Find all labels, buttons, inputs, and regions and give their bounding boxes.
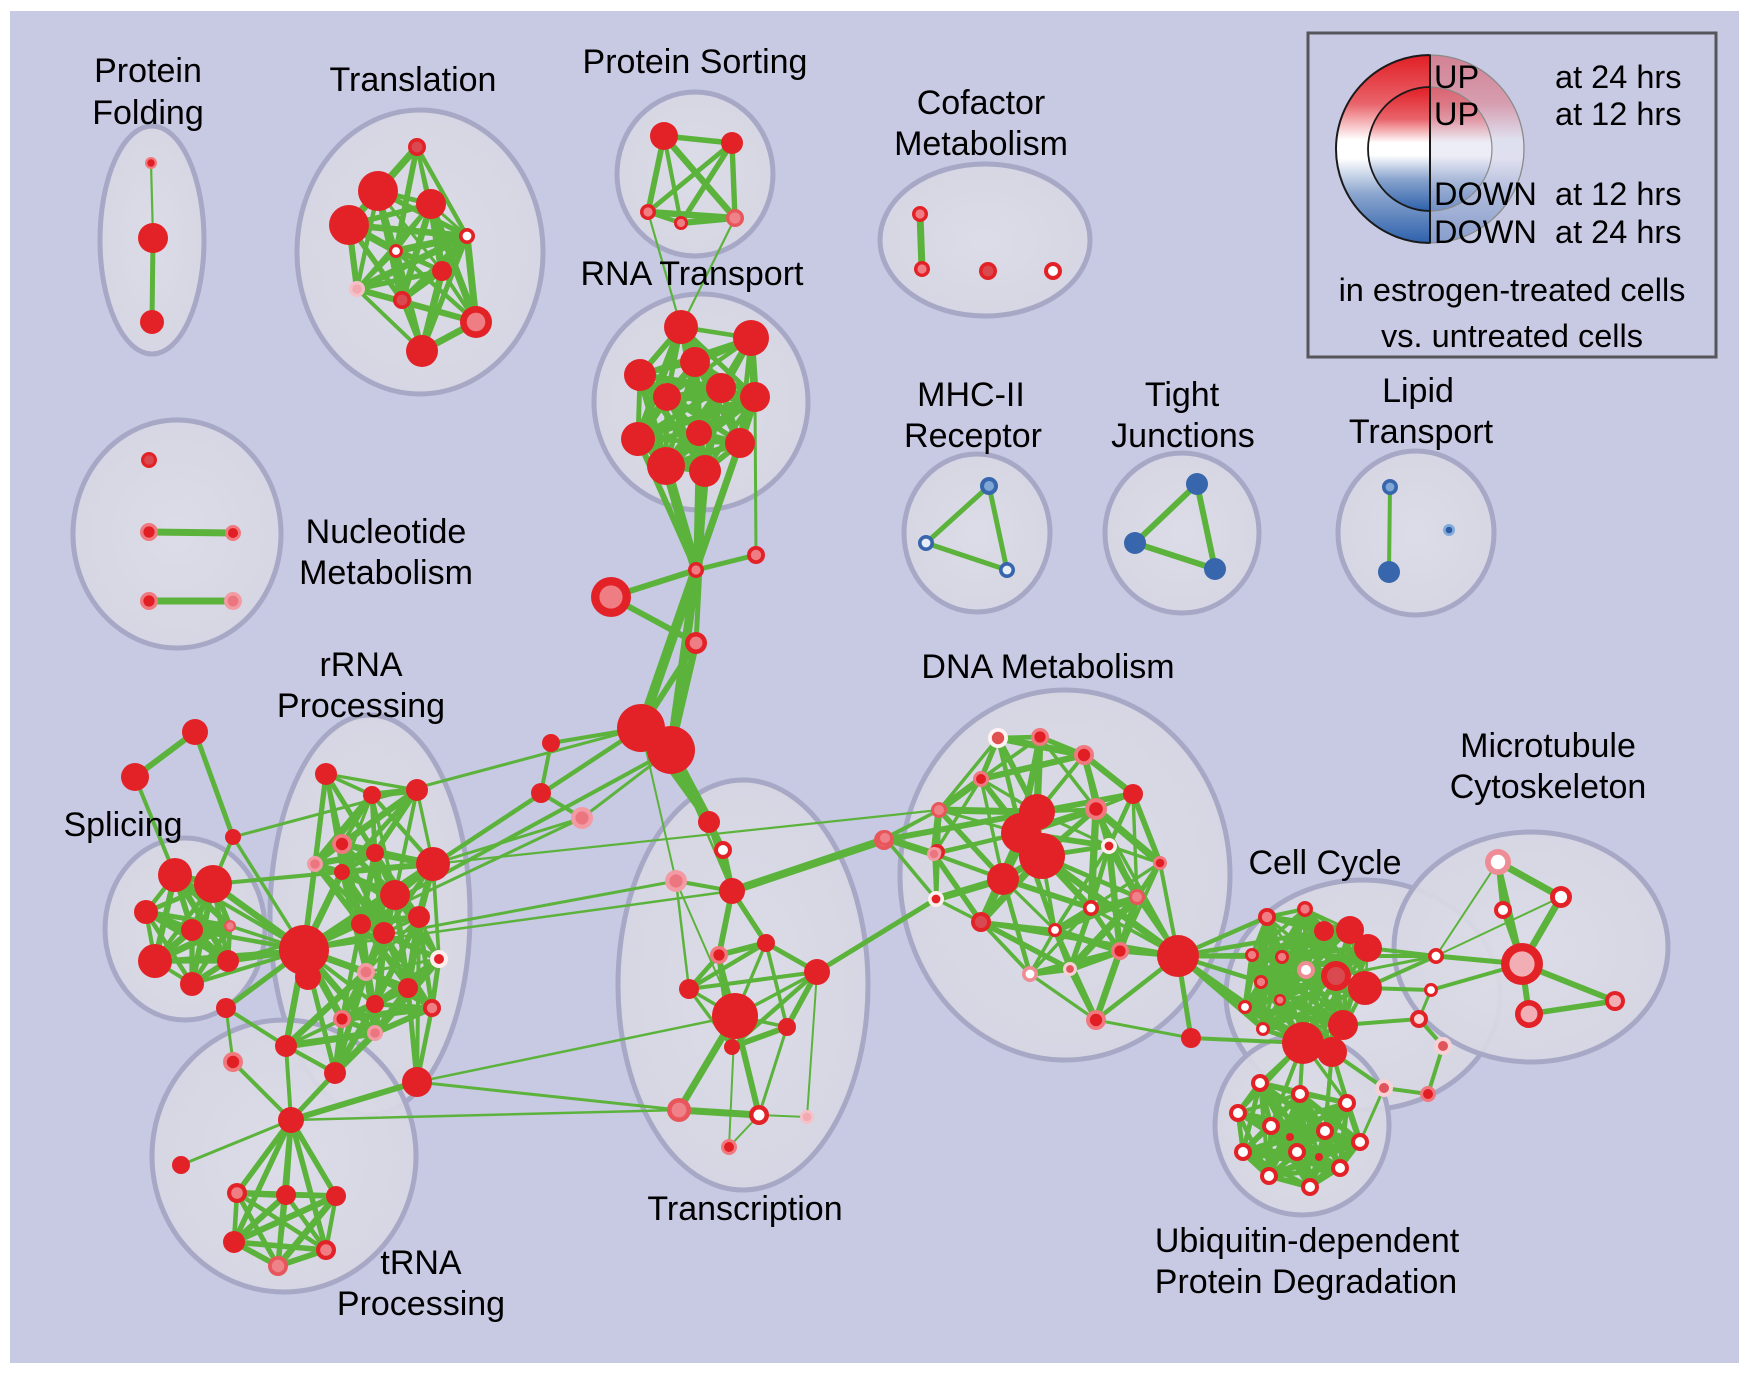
svg-text:Ubiquitin-dependent: Ubiquitin-dependent <box>1155 1222 1460 1260</box>
svg-text:UP: UP <box>1434 96 1479 132</box>
svg-text:at 12 hrs: at 12 hrs <box>1555 176 1681 212</box>
svg-text:Processing: Processing <box>337 1285 505 1323</box>
svg-text:Tight: Tight <box>1145 376 1220 414</box>
svg-text:Junctions: Junctions <box>1111 417 1255 455</box>
svg-text:Nucleotide: Nucleotide <box>306 513 467 551</box>
svg-text:Cofactor: Cofactor <box>917 84 1046 122</box>
svg-text:vs. untreated cells: vs. untreated cells <box>1381 318 1643 354</box>
svg-text:Metabolism: Metabolism <box>894 125 1068 163</box>
svg-text:DOWN: DOWN <box>1434 214 1537 250</box>
svg-text:at 12 hrs: at 12 hrs <box>1555 96 1681 132</box>
svg-text:Translation: Translation <box>330 61 497 99</box>
svg-text:rRNA: rRNA <box>319 646 402 684</box>
svg-text:at 24 hrs: at 24 hrs <box>1555 59 1681 95</box>
svg-text:Cell Cycle: Cell Cycle <box>1248 844 1401 882</box>
svg-text:at 24 hrs: at 24 hrs <box>1555 214 1681 250</box>
svg-text:Transcription: Transcription <box>647 1190 842 1228</box>
svg-text:tRNA: tRNA <box>380 1244 462 1282</box>
svg-text:Protein: Protein <box>94 52 202 90</box>
svg-text:Transport: Transport <box>1349 413 1494 451</box>
svg-text:Splicing: Splicing <box>63 806 182 844</box>
svg-text:RNA Transport: RNA Transport <box>581 255 805 293</box>
svg-text:MHC-II: MHC-II <box>917 376 1025 414</box>
svg-text:Microtubule: Microtubule <box>1460 727 1636 765</box>
svg-text:DNA Metabolism: DNA Metabolism <box>921 648 1174 686</box>
svg-text:Protein Sorting: Protein Sorting <box>583 43 808 81</box>
svg-text:in estrogen-treated cells: in estrogen-treated cells <box>1339 272 1686 308</box>
svg-text:Receptor: Receptor <box>904 417 1042 455</box>
svg-text:UP: UP <box>1434 59 1479 95</box>
svg-text:Cytoskeleton: Cytoskeleton <box>1450 768 1647 806</box>
svg-text:DOWN: DOWN <box>1434 176 1537 212</box>
svg-text:Lipid: Lipid <box>1382 372 1454 410</box>
svg-text:Folding: Folding <box>92 94 204 132</box>
svg-text:Metabolism: Metabolism <box>299 554 473 592</box>
svg-text:Processing: Processing <box>277 687 445 725</box>
svg-text:Protein Degradation: Protein Degradation <box>1155 1263 1457 1301</box>
